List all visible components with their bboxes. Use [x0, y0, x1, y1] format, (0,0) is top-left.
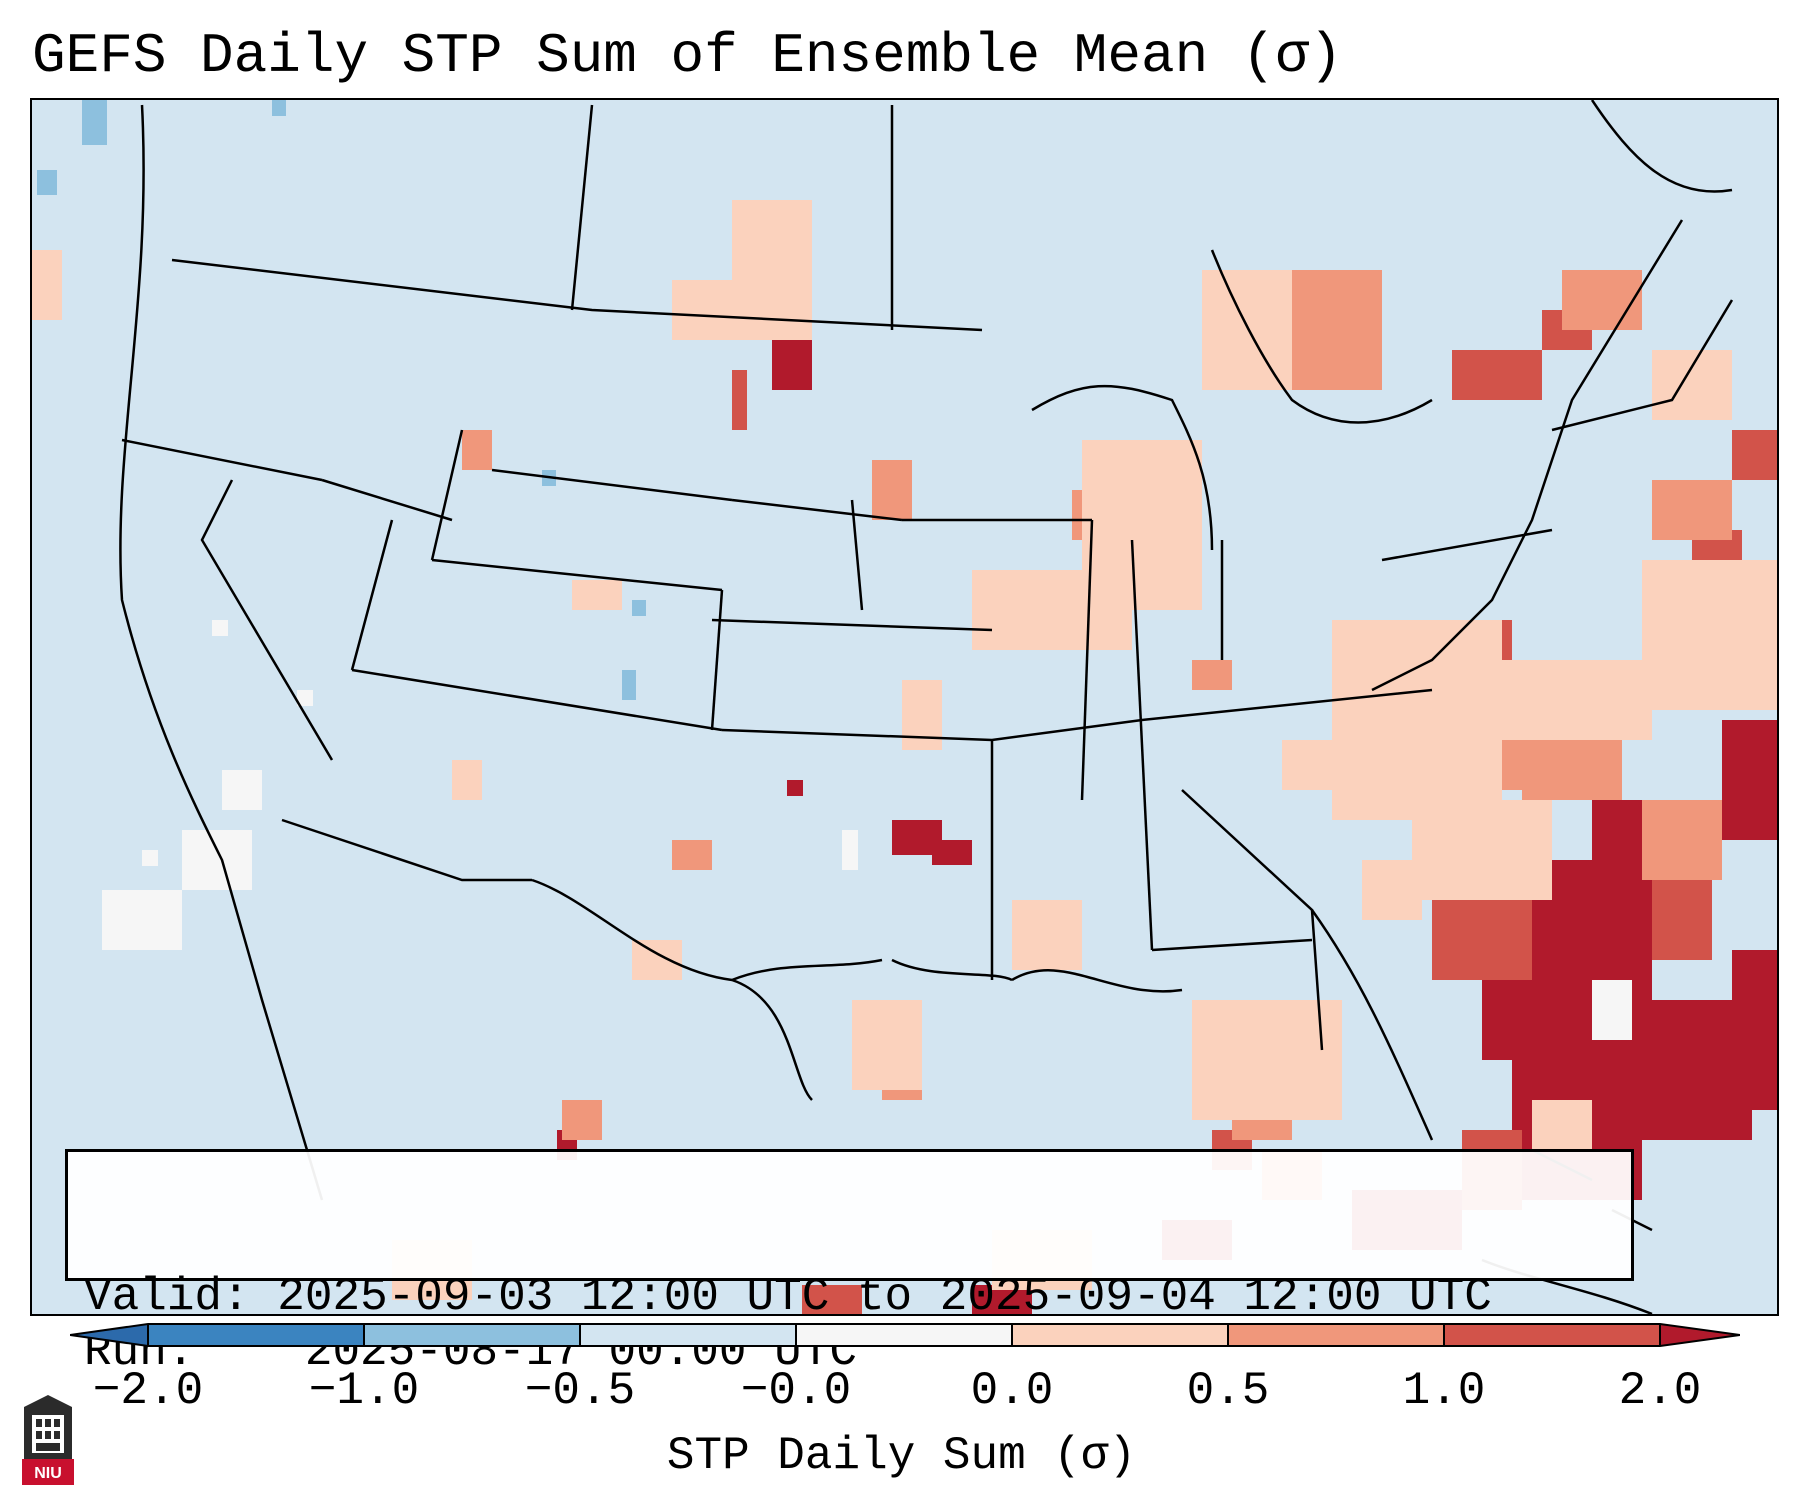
map-svg: [32, 100, 1777, 1314]
colorbar-label: STP Daily Sum (σ): [666, 1430, 1137, 1482]
colorbar-segment-4: [796, 1324, 1012, 1346]
colorbar-segment-1: [148, 1324, 364, 1346]
colorbar-svg: [69, 1323, 1741, 1347]
tick-label: −1.0: [308, 1365, 420, 1417]
chart-title: GEFS Daily STP Sum of Ensemble Mean (σ): [32, 24, 1343, 88]
colorbar-segment-6: [1228, 1324, 1444, 1346]
colorbar-extend-high: [1660, 1324, 1740, 1346]
colorbar-segment-2: [364, 1324, 580, 1346]
tick-label: 1.0: [1402, 1365, 1486, 1417]
map-panel: [30, 98, 1779, 1316]
colorbar-segment-5: [1012, 1324, 1228, 1346]
valid-row: Valid: 2025-09-03 12:00 UTC to 2025-09-0…: [84, 1270, 1631, 1325]
tick-label: 0.5: [1186, 1365, 1270, 1417]
colorbar-segment-7: [1444, 1324, 1660, 1346]
anomaly-cells: [32, 100, 1777, 1314]
boundaries: [119, 100, 1734, 1314]
tick-label: −0.5: [524, 1365, 636, 1417]
colorbar-ticks: −2.0 −1.0 −0.5 −0.0 0.0 0.5 1.0 2.0: [0, 1355, 1803, 1417]
tick-label: 2.0: [1618, 1365, 1702, 1417]
colorbar-extend-low: [70, 1324, 148, 1346]
colorbar-segment-3: [580, 1324, 796, 1346]
valid-value: 2025-09-03 12:00 UTC to 2025-09-04 12:00…: [277, 1271, 1492, 1323]
tick-label: −2.0: [92, 1365, 204, 1417]
colorbar: [69, 1320, 1741, 1350]
valid-label: Valid:: [84, 1271, 250, 1323]
niu-logo-icon: NIU: [22, 1395, 74, 1485]
tick-label: −0.0: [740, 1365, 852, 1417]
logo-text: NIU: [34, 1465, 62, 1482]
tick-label: 0.0: [970, 1365, 1054, 1417]
info-box: Valid: 2025-09-03 12:00 UTC to 2025-09-0…: [65, 1149, 1634, 1378]
